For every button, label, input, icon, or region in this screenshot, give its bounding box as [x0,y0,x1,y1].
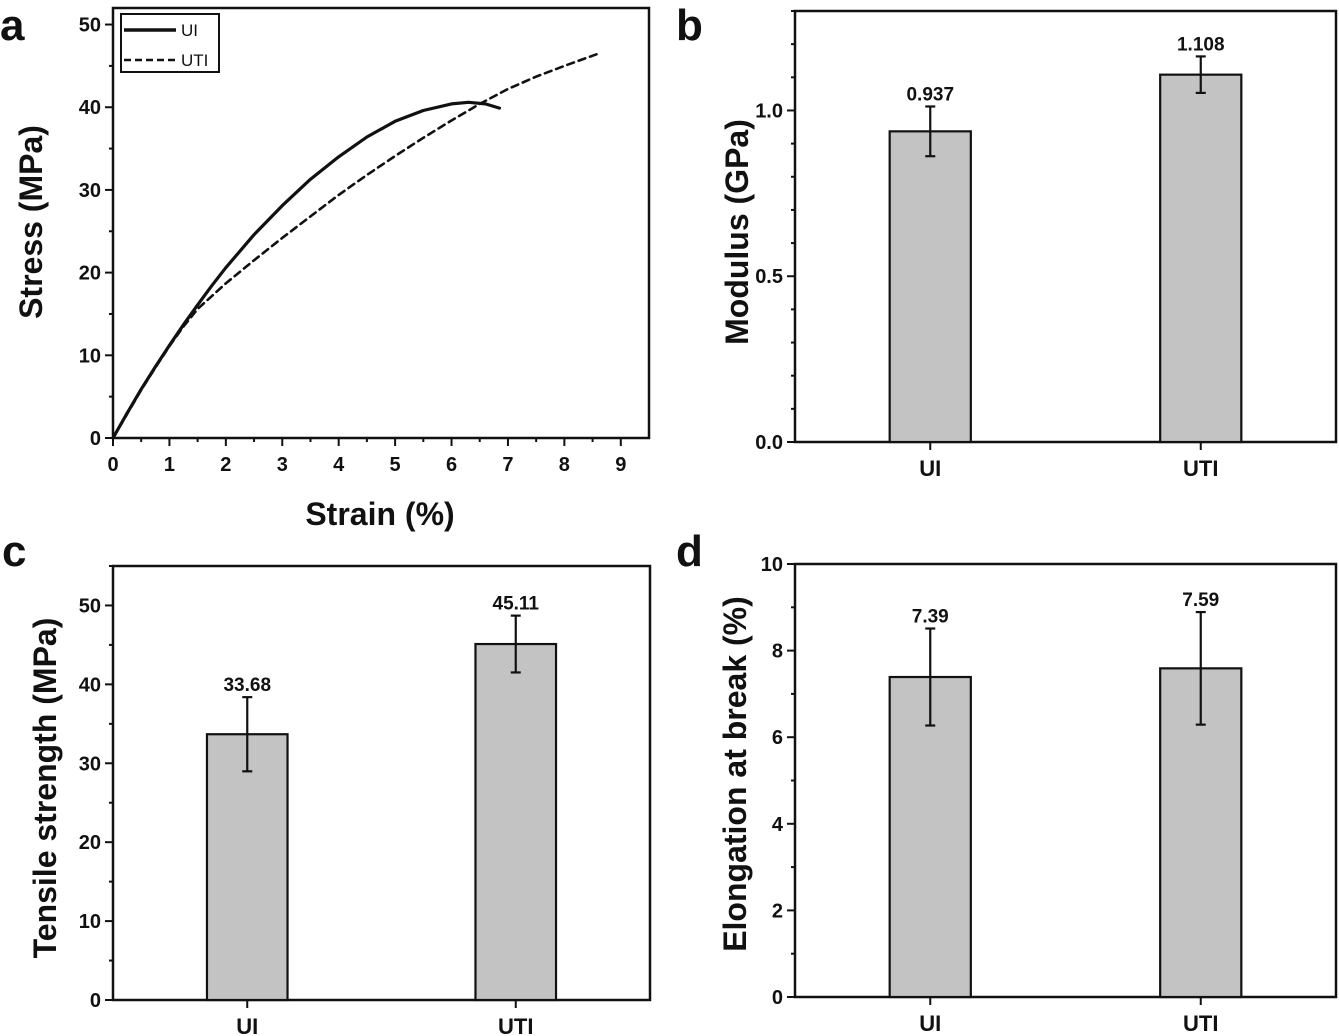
x-tick-label: 4 [333,454,345,476]
bar-ui [888,130,972,444]
panel-b-frame [793,9,1338,444]
x-tick-label: 2 [220,454,231,476]
data-label-uti: 45.11 [493,594,540,615]
data-label-uti: 7.59 [1182,590,1219,611]
panel-a-letter: a [0,1,25,50]
x-tick-label: 3 [277,454,288,476]
panel-c-ylabel: Tensile strength (MPa) [27,618,63,959]
y-tick-label: 8 [772,641,783,663]
x-tick-label: 1 [164,454,175,476]
y-tick-label: 50 [79,15,101,37]
x-tick-label: 6 [446,454,457,476]
panel-a-legend: UI UTI [120,13,220,73]
x-tick-label: 9 [615,454,626,476]
panel-c-letter: c [2,527,26,576]
panel-d-ylabel: Elongation at break (%) [717,596,753,952]
x-tick-label: UTI [1183,456,1218,481]
x-tick-label: 7 [502,454,513,476]
y-tick-label: 0.5 [755,266,783,288]
legend-uti-label: UTI [181,51,208,70]
y-tick-label: 10 [761,554,783,576]
y-tick-label: 1.0 [755,100,783,122]
y-tick-label: 2 [772,900,783,922]
legend-box [120,13,220,73]
data-label-uti: 1.108 [1177,34,1225,55]
series-line-ui [111,100,502,440]
y-tick-label: 0.0 [755,432,783,454]
panel-b-plot: 0.0 0.5 1.0 0.937 UI 1.108 UTI [755,9,1338,481]
legend-ui-label: UI [181,21,198,40]
y-tick-label: 40 [79,97,101,119]
x-tick-label: UI [919,456,941,481]
panel-a-xlabel: Strain (%) [305,496,454,532]
y-tick-label: 20 [79,263,101,285]
y-tick-label: 0 [772,987,783,1009]
y-tick-label: 0 [90,428,101,450]
bar-ui [888,675,972,999]
panel-a-ylabel: Stress (MPa) [13,125,49,319]
x-tick-label: 0 [107,454,118,476]
y-tick-label: 30 [79,753,101,775]
panel-a-plot: 0 10 20 30 40 50 0 1 2 3 4 5 6 7 8 9 [79,6,651,476]
x-tick-label: UI [919,1011,941,1036]
data-label-ui: 0.937 [906,84,954,105]
x-tick-label: 5 [390,454,401,476]
panel-c-frame [111,564,652,1002]
panel-d-plot: 0 2 4 6 8 10 7.39 UI 7.59 UTI [761,554,1338,1036]
x-tick-label: 8 [559,454,570,476]
panel-a-frame [111,6,651,440]
panel-d-frame [793,562,1338,999]
y-tick-label: 40 [79,674,101,696]
panel-b-letter: b [676,1,703,50]
y-tick-label: 6 [772,727,783,749]
y-tick-label: 20 [79,832,101,854]
series-line-uti [111,51,603,440]
panel-c-plot: 0 10 20 30 40 50 33.68 UI 45.11 UTI [79,564,652,1036]
panel-d-letter: d [676,527,703,576]
data-label-ui: 33.68 [223,675,271,696]
bar-uti [1159,73,1243,444]
x-tick-label: UI [236,1014,258,1036]
y-tick-label: 50 [79,595,101,617]
x-tick-label: UTI [1183,1011,1218,1036]
y-tick-label: 10 [79,345,101,367]
data-label-ui: 7.39 [912,607,949,628]
y-tick-label: 0 [90,990,101,1012]
y-tick-label: 10 [79,911,101,933]
bar-ui [205,733,289,1002]
x-tick-label: UTI [498,1014,533,1036]
bar-uti [474,642,558,1002]
y-tick-label: 30 [79,180,101,202]
y-tick-label: 4 [772,814,784,836]
panel-b-ylabel: Modulus (GPa) [719,119,755,345]
